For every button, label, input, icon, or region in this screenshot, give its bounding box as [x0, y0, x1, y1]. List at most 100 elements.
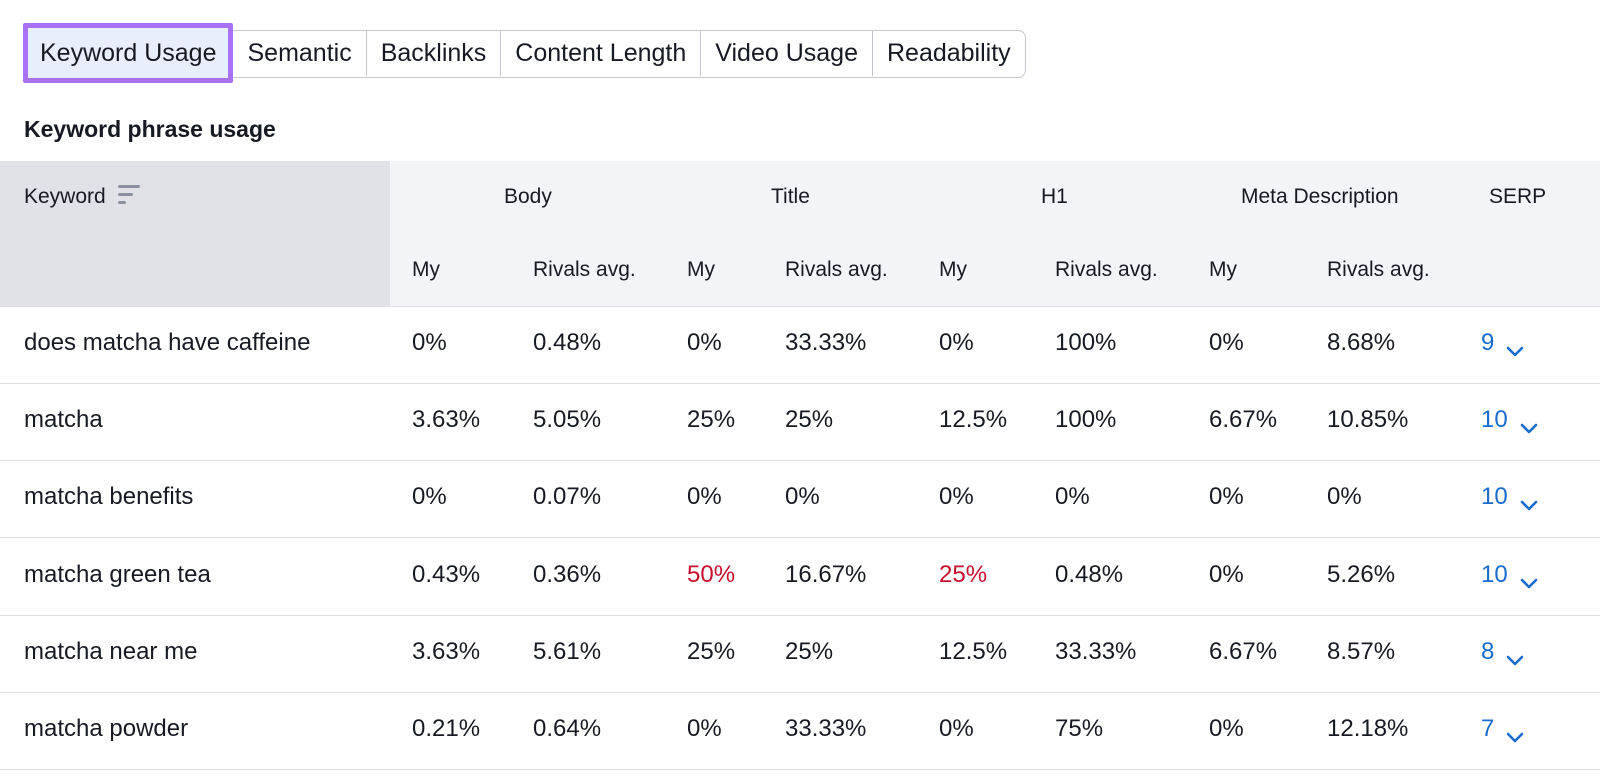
tab-semantic[interactable]: Semantic: [247, 39, 352, 67]
title-rivals-cell: 25%: [785, 638, 834, 665]
serp-value: 10: [1481, 406, 1508, 433]
tab-backlinks[interactable]: Backlinks: [365, 31, 501, 76]
table-row: matcha benefits 0% 0.07% 0% 0% 0% 0% 0% 0% 10: [0, 461, 1600, 538]
title-rivals-cell: 16.67%: [785, 561, 867, 588]
h1-my-cell: 25%: [939, 561, 988, 588]
h1-header: H1: [1041, 185, 1068, 208]
body-header: Body: [504, 185, 552, 208]
title-rivals-cell: 25%: [785, 406, 834, 433]
meta-rivals-cell: 8.57%: [1327, 638, 1396, 665]
table-row: matcha powder 0.21% 0.64% 0% 33.33% 0% 75% 0% 12…: [0, 693, 1600, 770]
tab-content-length[interactable]: Content Length: [500, 31, 700, 76]
title-my-cell: 25%: [687, 638, 736, 665]
keyword-cell: matcha green tea: [24, 561, 211, 588]
title-rivals-cell: 33.33%: [785, 715, 867, 742]
tab-keyword-usage[interactable]: Keyword Usage: [23, 23, 234, 83]
serp-expand-button[interactable]: 10: [1481, 483, 1538, 511]
tab-readability[interactable]: Readability: [871, 31, 1025, 76]
h1-rivals-header: Rivals avg.: [1055, 258, 1158, 281]
keyword-cell: matcha powder: [24, 715, 189, 742]
keyword-header-cell[interactable]: Keyword: [0, 161, 390, 306]
serp-value: 10: [1481, 561, 1508, 588]
h1-my-cell: 0%: [939, 715, 974, 742]
h1-my-cell: 12.5%: [939, 638, 1008, 665]
body-rivals-cell: 0.07%: [533, 483, 602, 510]
chevron-down-icon: [1506, 646, 1524, 666]
h1-my-cell: 0%: [939, 483, 974, 510]
table-row: matcha 3.63% 5.05% 25% 25% 12.5% 100% 6.67% 10.8…: [0, 384, 1600, 461]
body-rivals-cell: 0.64%: [533, 715, 602, 742]
chevron-down-icon: [1520, 491, 1538, 511]
keyword-cell: matcha: [24, 406, 103, 433]
section-title: Keyword phrase usage: [24, 116, 276, 142]
title-rivals-header: Rivals avg.: [785, 258, 888, 281]
serp-value: 10: [1481, 483, 1508, 510]
keyword-cell: matcha benefits: [24, 483, 194, 510]
serp-expand-button[interactable]: 9: [1481, 329, 1524, 357]
meta-my-cell: 0%: [1209, 483, 1244, 510]
keyword-cell: matcha near me: [24, 638, 198, 665]
body-rivals-cell: 5.61%: [533, 638, 602, 665]
h1-rivals-cell: 0%: [1055, 483, 1090, 510]
body-my-cell: 0%: [412, 329, 447, 356]
chevron-down-icon: [1520, 569, 1538, 589]
chevron-down-icon: [1506, 337, 1524, 357]
title-my-cell: 25%: [687, 406, 736, 433]
h1-rivals-cell: 33.33%: [1055, 638, 1137, 665]
h1-rivals-cell: 75%: [1055, 715, 1104, 742]
serp-expand-button[interactable]: 7: [1481, 715, 1524, 743]
title-rivals-cell: 0%: [785, 483, 820, 510]
body-rivals-cell: 5.05%: [533, 406, 602, 433]
h1-rivals-cell: 100%: [1055, 329, 1117, 356]
meta-rivals-cell: 5.26%: [1327, 561, 1396, 588]
body-my-cell: 0.43%: [412, 561, 481, 588]
keyword-cell: does matcha have caffeine: [24, 329, 311, 356]
meta-rivals-cell: 10.85%: [1327, 406, 1409, 433]
meta-my-cell: 6.67%: [1209, 406, 1278, 433]
serp-value: 7: [1481, 715, 1495, 742]
body-my-cell: 0%: [412, 483, 447, 510]
serp-expand-button[interactable]: 10: [1481, 406, 1538, 434]
serp-header: SERP: [1489, 185, 1547, 208]
serp-expand-button[interactable]: 8: [1481, 638, 1524, 666]
body-my-header: My: [412, 258, 440, 281]
meta-rivals-cell: 8.68%: [1327, 329, 1396, 356]
title-header: Title: [771, 185, 810, 208]
meta-my-header: My: [1209, 258, 1237, 281]
table-row: does matcha have caffeine 0% 0.48% 0% 33.33%…: [0, 307, 1600, 384]
h1-my-cell: 0%: [939, 329, 974, 356]
h1-rivals-cell: 100%: [1055, 406, 1117, 433]
title-my-cell: 0%: [687, 483, 722, 510]
table-row: matcha near me 3.63% 5.61% 25% 25% 12.5% 33.33…: [0, 616, 1600, 693]
chevron-down-icon: [1506, 723, 1524, 743]
tab-bar: Keyword Usage Semantic Backlinks Content…: [23, 23, 1026, 83]
title-my-cell: 50%: [687, 561, 736, 588]
meta-description-header: Meta Description: [1241, 185, 1399, 208]
table-row: matcha green tea 0.43% 0.36% 50% 16.67% 25% 0.…: [0, 539, 1600, 616]
title-my-cell: 0%: [687, 715, 722, 742]
body-my-cell: 0.21%: [412, 715, 481, 742]
chevron-down-icon: [1520, 414, 1538, 434]
body-rivals-cell: 0.36%: [533, 561, 602, 588]
meta-rivals-cell: 0%: [1327, 483, 1362, 510]
body-my-cell: 3.63%: [412, 638, 481, 665]
serp-value: 8: [1481, 638, 1495, 665]
meta-rivals-header: Rivals avg.: [1327, 258, 1430, 281]
title-my-cell: 0%: [687, 329, 722, 356]
body-rivals-cell: 0.48%: [533, 329, 602, 356]
body-rivals-header: Rivals avg.: [533, 258, 636, 281]
tab-video-usage[interactable]: Video Usage: [700, 31, 872, 76]
meta-my-cell: 6.67%: [1209, 638, 1278, 665]
meta-my-cell: 0%: [1209, 329, 1244, 356]
keyword-header-label: Keyword: [24, 185, 106, 208]
sort-icon[interactable]: [118, 185, 140, 205]
h1-my-header: My: [939, 258, 967, 281]
meta-rivals-cell: 12.18%: [1327, 715, 1409, 742]
table-header: Keyword Body Title H1 Meta Description S…: [0, 161, 1600, 307]
meta-my-cell: 0%: [1209, 561, 1244, 588]
h1-my-cell: 12.5%: [939, 406, 1008, 433]
title-my-header: My: [687, 258, 715, 281]
serp-expand-button[interactable]: 10: [1481, 561, 1538, 589]
title-rivals-cell: 33.33%: [785, 329, 867, 356]
body-my-cell: 3.63%: [412, 406, 481, 433]
